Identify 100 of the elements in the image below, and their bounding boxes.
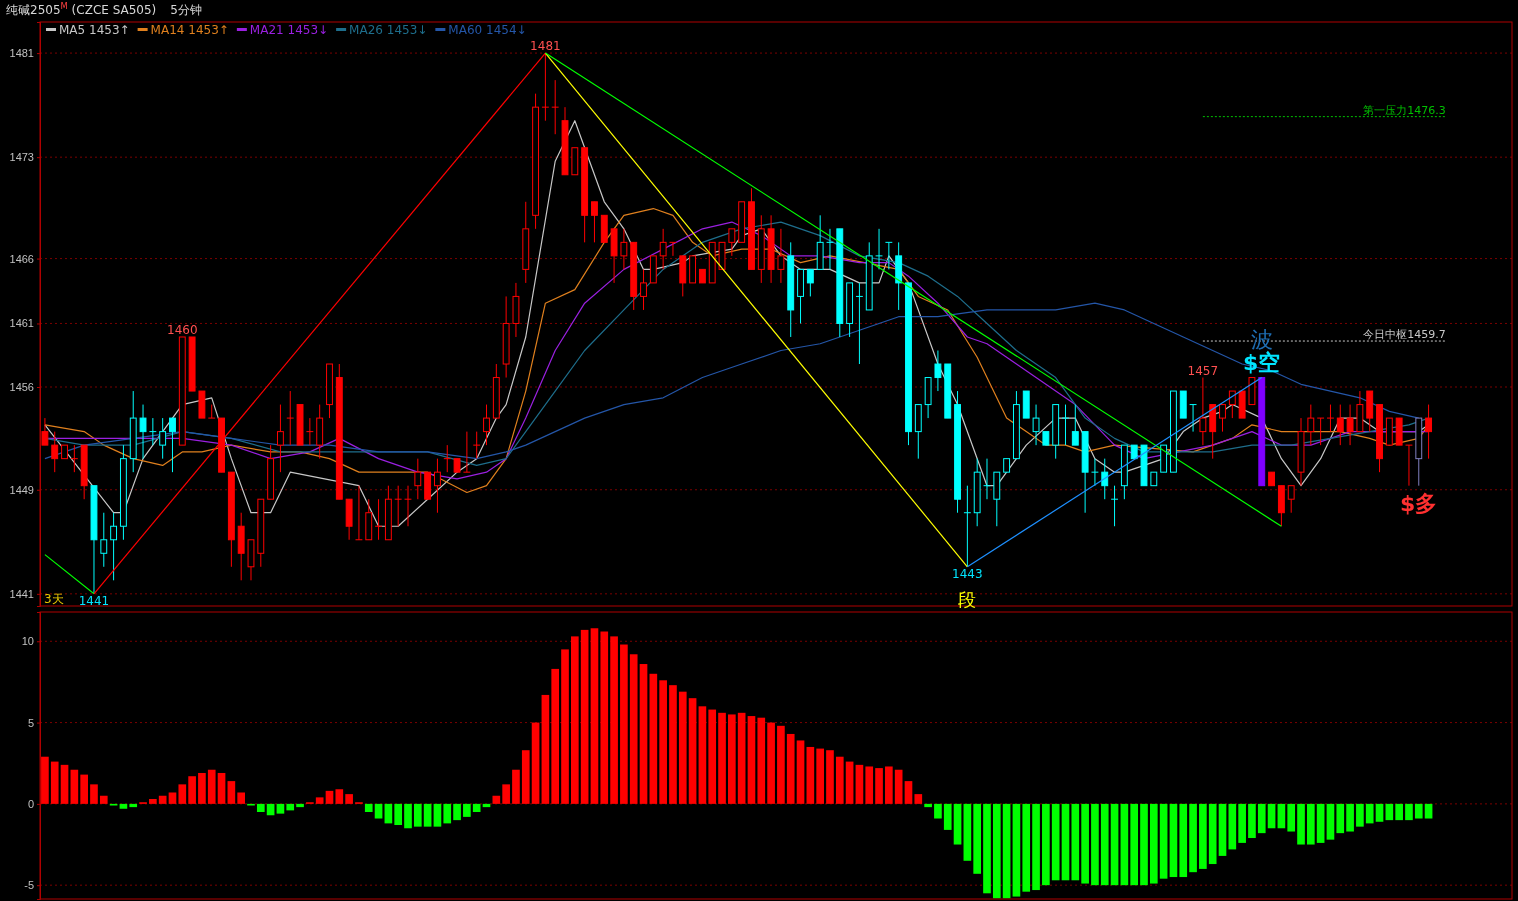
chart-subtitle: 5分钟 <box>170 3 202 17</box>
candlestick <box>1326 404 1335 433</box>
candlestick <box>963 485 972 568</box>
bar <box>924 803 932 808</box>
candlestick <box>148 417 157 446</box>
bar <box>1081 803 1089 884</box>
bar <box>335 789 344 804</box>
bar <box>227 781 236 804</box>
bar <box>1022 803 1031 892</box>
candlestick <box>1199 377 1207 446</box>
candlestick <box>659 228 667 270</box>
bar <box>600 631 609 804</box>
bar <box>423 803 432 827</box>
bar <box>973 803 981 874</box>
bar <box>286 803 295 811</box>
annotation: 段 <box>958 589 977 610</box>
bar <box>796 740 805 804</box>
bar <box>119 803 128 809</box>
bar <box>90 784 98 804</box>
bar <box>463 803 471 817</box>
bar <box>1287 803 1296 832</box>
candlestick <box>1219 404 1226 433</box>
candlestick <box>169 417 176 473</box>
bar <box>698 706 707 804</box>
bar <box>1257 803 1266 834</box>
candlestick <box>305 417 314 446</box>
candlestick <box>777 228 785 284</box>
bar <box>904 781 913 804</box>
bar <box>983 803 991 894</box>
candlestick <box>394 485 403 527</box>
bar <box>541 694 550 804</box>
bar <box>1179 803 1188 878</box>
bar <box>315 797 324 804</box>
bar <box>1405 803 1413 821</box>
y-tick-label: 1466 <box>9 252 34 265</box>
bar <box>620 644 628 804</box>
bar <box>934 803 942 819</box>
bar <box>198 772 206 804</box>
legend-label: MA60 1454↓ <box>448 23 527 37</box>
candlestick <box>1110 485 1119 527</box>
legend-label: MA14 1453↑ <box>150 23 229 37</box>
bar <box>237 792 245 804</box>
candlestick <box>1189 404 1197 433</box>
bar <box>158 795 167 804</box>
bar <box>1091 803 1099 886</box>
bar <box>1248 803 1256 839</box>
legend-label: MA5 1453↑ <box>59 23 130 37</box>
annotation: 1441 <box>78 593 110 608</box>
bar <box>1051 803 1060 881</box>
candlestick <box>100 512 108 568</box>
candlestick <box>1336 404 1344 446</box>
candlestick <box>110 512 118 581</box>
bar <box>571 636 579 804</box>
candlestick <box>1346 404 1354 446</box>
bar <box>1277 803 1286 829</box>
bar <box>70 769 79 804</box>
bar <box>688 698 697 804</box>
bar <box>1326 803 1335 840</box>
bar <box>963 803 972 861</box>
candlestick <box>355 485 363 541</box>
bar <box>168 792 177 804</box>
candlestick <box>875 228 883 270</box>
bar <box>1346 803 1354 832</box>
bar <box>551 668 560 804</box>
bar <box>1336 803 1345 834</box>
bar <box>718 712 726 804</box>
ref-line-label: 第一压力1476.3 <box>1363 103 1446 117</box>
bar <box>453 803 461 821</box>
bar <box>826 750 834 804</box>
bar <box>629 654 638 804</box>
y-tick-label: 0 <box>27 797 34 810</box>
bar <box>99 795 108 804</box>
candlestick <box>640 268 647 311</box>
y-tick-label: 1473 <box>9 151 34 164</box>
y-tick-label: 1481 <box>9 47 34 60</box>
bar <box>443 803 452 824</box>
annotation: 1457 <box>1187 363 1219 378</box>
bar <box>512 769 520 804</box>
candlestick <box>1287 485 1295 514</box>
candlestick <box>41 417 49 446</box>
bar <box>1307 803 1315 845</box>
bar <box>1316 803 1325 843</box>
y-tick-label: -5 <box>24 879 34 892</box>
bar <box>80 774 88 804</box>
bar <box>413 803 422 827</box>
bar <box>364 803 373 813</box>
bar <box>41 756 49 804</box>
bar <box>502 784 510 804</box>
bar <box>1012 803 1021 897</box>
bar <box>1356 803 1364 827</box>
bar <box>865 766 874 804</box>
bar <box>207 769 216 804</box>
candlestick <box>51 431 59 473</box>
bar <box>777 725 785 804</box>
bar <box>1110 803 1119 886</box>
legend-label: MA26 1453↓ <box>349 23 428 37</box>
bar <box>149 799 157 804</box>
candlestick <box>620 228 628 270</box>
bar <box>1061 803 1070 881</box>
bar <box>178 784 187 804</box>
